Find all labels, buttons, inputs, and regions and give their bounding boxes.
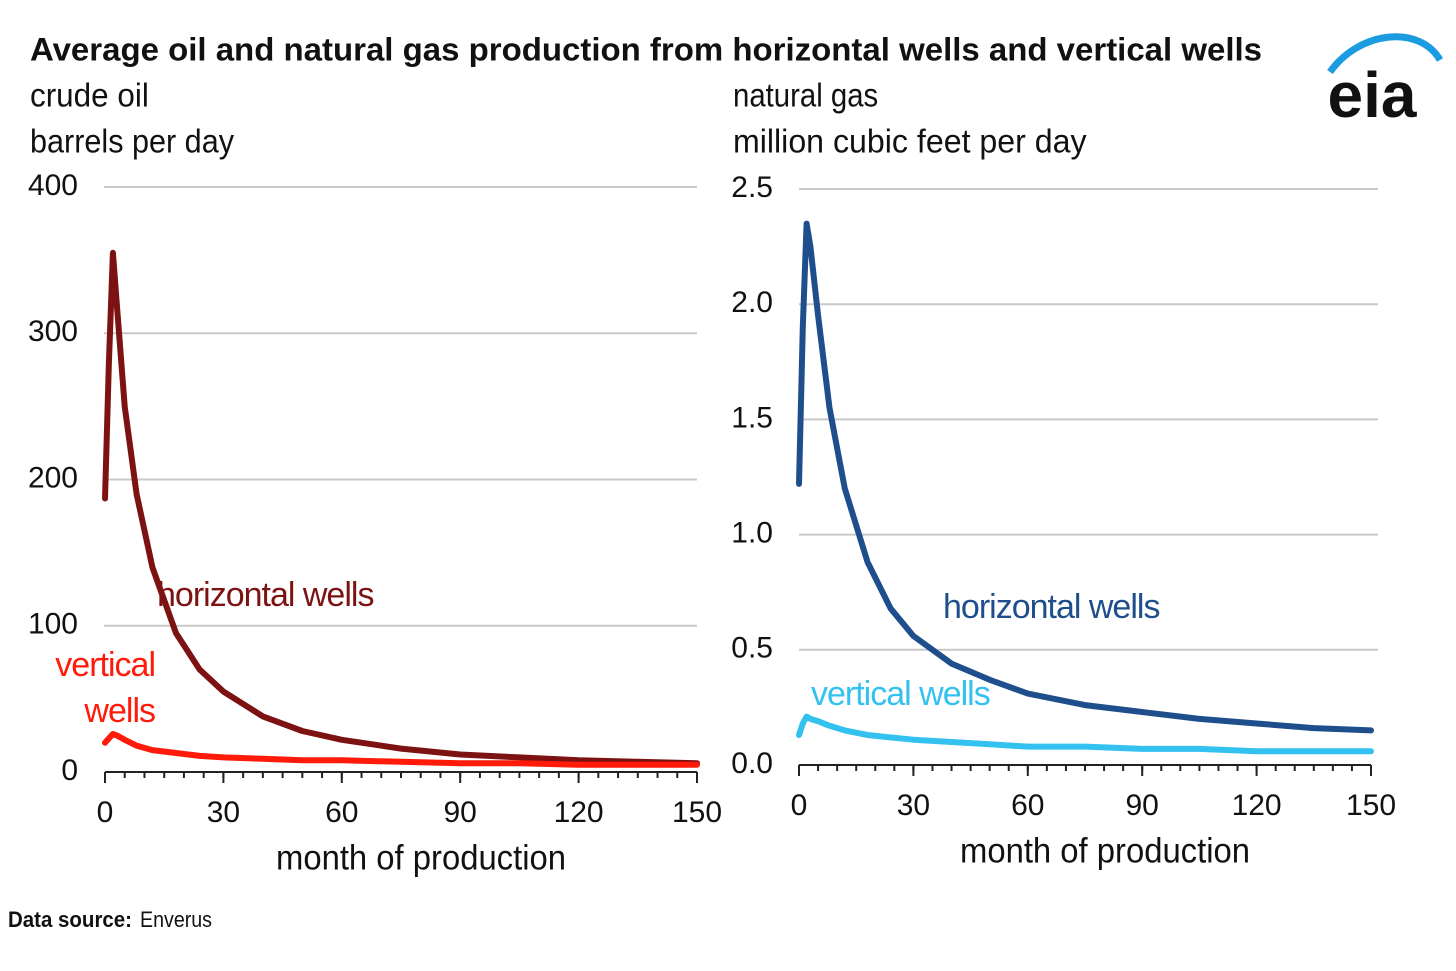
panel-subtitle: barrels per day [30, 123, 234, 160]
y-tick-label: 100 [28, 608, 78, 641]
x-tick-label: 60 [325, 796, 358, 829]
source: Enverus [140, 907, 212, 932]
series-label: horizontal wells [157, 576, 374, 614]
series-line [796, 220, 1374, 734]
panel-title: natural gas [733, 77, 878, 114]
x-tick-label: 0 [791, 789, 808, 822]
y-tick-label: 1.5 [731, 401, 773, 434]
x-axis-label: month of production [960, 831, 1250, 870]
series-label: vertical wells [811, 675, 991, 713]
x-tick-label: 120 [1232, 789, 1282, 822]
y-tick-label: 0 [61, 754, 78, 787]
x-tick-label: 90 [1126, 789, 1159, 822]
x-tick-label: 150 [672, 796, 722, 829]
series-line [796, 713, 1374, 755]
x-tick-label: 120 [554, 796, 604, 829]
logo: eia [1328, 59, 1417, 131]
x-tick-label: 150 [1346, 789, 1396, 822]
y-tick-label: 2.0 [731, 286, 773, 319]
y-tick-label: 2.5 [731, 171, 773, 204]
series-line [102, 731, 700, 768]
y-tick-label: 0.0 [731, 747, 773, 780]
panel-subtitle: million cubic feet per day [733, 123, 1087, 160]
source-label: Data source: [8, 907, 132, 932]
x-tick-label: 0 [97, 796, 114, 829]
series-label: vertical wells [55, 646, 156, 730]
series-label: horizontal wells [943, 588, 1160, 626]
panel-title: crude oil [30, 77, 149, 114]
y-tick-label: 300 [28, 315, 78, 348]
x-tick-label: 30 [207, 796, 240, 829]
logo-arc [1327, 33, 1444, 75]
y-tick-label: 0.5 [731, 632, 773, 665]
x-tick-label: 60 [1011, 789, 1044, 822]
y-tick-label: 200 [28, 461, 78, 494]
x-axis-label: month of production [276, 838, 566, 877]
main-title: Average oil and natural gas production f… [30, 31, 1262, 67]
y-tick-label: 1.0 [731, 517, 773, 550]
y-tick-label: 400 [28, 169, 78, 202]
x-tick-label: 90 [444, 796, 477, 829]
series-line [102, 249, 700, 767]
x-tick-label: 30 [897, 789, 930, 822]
